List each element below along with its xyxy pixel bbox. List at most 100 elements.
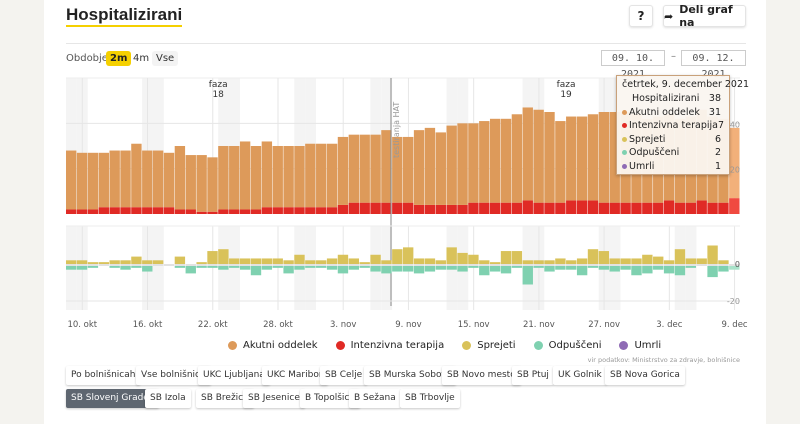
- hospital-chip[interactable]: SB Jesenice: [243, 389, 305, 408]
- weekend-band: [66, 78, 77, 214]
- bar-sprejeti: [381, 260, 392, 264]
- bar-intenzivna: [598, 202, 610, 214]
- date-to-input[interactable]: 09. 12. 2021: [681, 50, 746, 80]
- x-tick-label: 9. nov: [395, 320, 421, 330]
- bar-sprejeti: [403, 247, 414, 264]
- data-source: vir podatkov: Ministrstvo za zdravje, bo…: [587, 356, 740, 364]
- hospital-chip[interactable]: SB Nova Gorica: [605, 366, 685, 385]
- bar-odpusceni: [413, 266, 425, 274]
- hospital-chip[interactable]: Vse bolnišnice: [136, 366, 211, 385]
- legend-dot-icon: [335, 341, 345, 350]
- bar-odpusceni: [457, 266, 468, 272]
- share-button[interactable]: ➦ Deli graf na: [663, 3, 746, 29]
- hospital-chip[interactable]: Po bolnišnicah: [66, 366, 141, 385]
- bar-intenzivna: [131, 207, 142, 214]
- hospital-chip[interactable]: UKC Maribor: [262, 366, 328, 385]
- hospital-chip[interactable]: UK Golnik: [553, 366, 607, 385]
- zero-band: [642, 264, 653, 266]
- bar-akutni: [229, 146, 240, 210]
- bar-odpusceni: [239, 266, 251, 270]
- weekend-band: [685, 226, 697, 310]
- bar-odpusceni: [566, 266, 577, 270]
- hospital-chip[interactable]: SB Novo mesto: [442, 366, 521, 385]
- bar-sprejeti: [109, 260, 120, 264]
- hospital-chip[interactable]: SB Celje: [320, 366, 368, 385]
- zero-band: [392, 264, 403, 266]
- bar-odpusceni: [229, 266, 240, 268]
- x-tick-label: 27. nov: [588, 320, 620, 330]
- zero-band: [631, 264, 642, 266]
- bar-intenzivna: [120, 207, 131, 214]
- zero-band: [174, 264, 186, 266]
- legend-dot-icon: [622, 136, 627, 142]
- tooltip-row-label: Akutni oddelek: [622, 106, 700, 120]
- bar-akutni: [305, 143, 316, 208]
- bar-sprejeti: [674, 249, 686, 264]
- bar-sprejeti: [294, 254, 305, 264]
- hospital-chip[interactable]: UKC Ljubljana: [198, 366, 270, 385]
- bar-akutni: [294, 146, 305, 208]
- bar-akutni: [489, 118, 501, 203]
- bar-akutni: [424, 127, 436, 205]
- bar-akutni: [729, 127, 740, 199]
- zero-band: [348, 264, 360, 266]
- bar-odpusceni: [500, 266, 512, 274]
- period-option-4m[interactable]: 4m: [133, 53, 150, 64]
- bar-intenzivna: [468, 202, 479, 214]
- hospital-chip[interactable]: SB Slovenj Gradec: [66, 389, 159, 408]
- hospital-chip[interactable]: SB Trbovlje: [400, 389, 460, 408]
- bar-odpusceni: [522, 266, 533, 285]
- date-from-input[interactable]: 09. 10. 2021: [601, 50, 665, 80]
- phase-annotation-label: faza: [557, 80, 576, 90]
- bar-akutni: [239, 141, 251, 210]
- bar-odpusceni: [403, 266, 414, 272]
- hospital-chip[interactable]: SB Izola: [145, 389, 191, 408]
- zero-band: [185, 264, 196, 266]
- tooltip-value: 1: [714, 160, 721, 172]
- bar-sprejeti: [326, 258, 338, 264]
- zero-band: [696, 264, 707, 266]
- tooltip-label-text: Hospitalizirani: [632, 93, 700, 104]
- legend-item[interactable]: Sprejeti: [462, 340, 516, 351]
- bar-odpusceni: [305, 266, 316, 268]
- zero-band: [239, 264, 251, 266]
- bar-intenzivna: [718, 202, 729, 214]
- help-button[interactable]: ?: [629, 5, 653, 27]
- bar-intenzivna: [196, 211, 207, 214]
- bar-sprejeti: [152, 260, 164, 264]
- bar-sprejeti: [87, 262, 99, 264]
- hospital-chip[interactable]: SB Brežice: [196, 389, 254, 408]
- legend-item[interactable]: Akutni oddelek: [228, 340, 318, 351]
- legend-item[interactable]: Intenzivna terapija: [335, 340, 444, 351]
- bar-intenzivna: [729, 198, 740, 214]
- zero-band: [207, 264, 218, 266]
- bar-sprejeti: [239, 258, 251, 264]
- bar-sprejeti: [685, 258, 697, 264]
- legend-item[interactable]: Odpuščeni: [533, 340, 601, 351]
- bar-akutni: [109, 150, 120, 208]
- x-tick-label: 9. dec: [722, 320, 748, 330]
- bar-akutni: [142, 150, 153, 208]
- period-option-vse[interactable]: Vse: [152, 51, 179, 66]
- hospital-chip[interactable]: SB Ptuj: [512, 366, 554, 385]
- bar-sprejeti: [522, 260, 533, 264]
- hospital-chip[interactable]: B Topolšica: [300, 389, 360, 408]
- bar-odpusceni: [489, 266, 501, 272]
- bar-intenzivna: [511, 202, 523, 214]
- bar-sprejeti: [348, 258, 360, 264]
- bar-akutni: [131, 143, 142, 208]
- tooltip-row-label: Odpuščeni: [622, 146, 679, 160]
- zero-band: [609, 264, 620, 266]
- bar-intenzivna: [446, 204, 457, 214]
- bar-akutni: [163, 152, 175, 208]
- tooltip-row-label: Umrli: [622, 160, 654, 174]
- zero-band: [359, 264, 370, 266]
- bar-sprejeti: [283, 260, 294, 264]
- period-option-2m[interactable]: 2m: [106, 51, 132, 66]
- bar-akutni: [609, 112, 620, 203]
- legend-item[interactable]: Umrli: [619, 340, 661, 351]
- hospital-chip[interactable]: B Sežana: [349, 389, 401, 408]
- hospital-chip[interactable]: SB Murska Sobota: [364, 366, 456, 385]
- x-tick-label: 22. okt: [198, 320, 228, 330]
